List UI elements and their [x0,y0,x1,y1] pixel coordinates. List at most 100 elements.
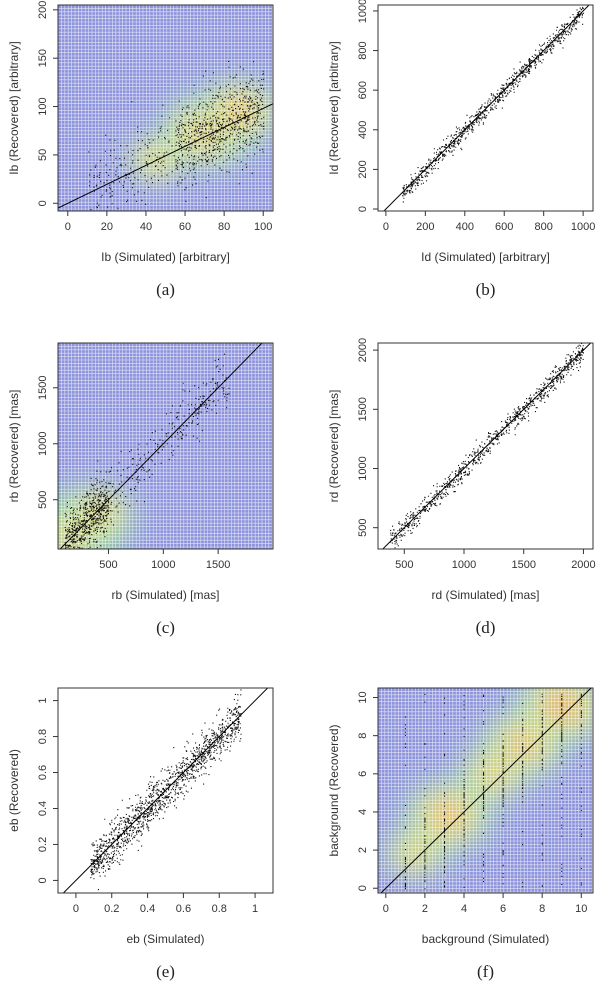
x-tick-label: 0.4 [140,903,155,915]
x-tick-label: 200 [416,221,434,233]
data-points [88,60,265,211]
x-tick-label: 4 [461,903,467,915]
panel-a: 0 20 40 60 80 100 0 50 100 150 200 Ib (Simulated) [… [7,1,274,299]
y-axis-title: rb (Recovered) [mas] [7,390,21,503]
panel-b: 0 200 400 600 800 1000 0 200 400 600 800 1000 Id (Si… [327,0,595,299]
y-axis-title: rd (Recovered) [mas] [327,390,341,503]
plot-area [62,688,269,893]
y-tick-label: 200 [37,1,49,19]
trend-line [59,343,263,549]
x-tick-label: 0.6 [176,903,191,915]
panel-e: 0 0.2 0.4 0.6 0.8 1 0 0.2 0.4 0.6 0.8 1 eb (Simulate… [7,687,274,981]
x-tick-label: 6 [500,903,506,915]
trend-line [62,688,269,893]
y-axis-title: Id (Recovered) [arbitrary] [327,41,341,174]
y-tick-label: 100 [37,97,49,115]
data-points [402,6,584,203]
plot-area [378,688,593,893]
y-tick-label: 2000 [357,338,369,362]
y-tick-label: 50 [37,149,49,161]
panel-d: 500 1000 1500 2000 500 1000 1500 2000 rd (Simula… [327,338,596,637]
panel-caption: (a) [156,280,175,299]
plot-frame [57,687,274,894]
x-tick-label: 2 [422,903,428,915]
y-tick-label: 1000 [37,432,49,456]
y-tick-label: 4 [357,809,369,815]
x-tick-label: 0 [383,221,389,233]
plot-area [383,5,590,211]
y-axis-title: eb (Recovered) [7,749,21,832]
y-tick-label: 10 [357,691,369,703]
y-tick-label: 0.4 [37,801,49,816]
y-tick-label: 0 [357,885,369,891]
x-tick-label: 1000 [452,559,476,571]
x-tick-label: 0 [65,221,71,233]
x-tick-label: 0 [383,903,389,915]
x-axis-title: Id (Simulated) [arbitrary] [421,250,550,264]
x-tick-label: 2000 [571,559,595,571]
trend-line [58,103,273,209]
y-tick-label: 6 [357,771,369,777]
x-axis-title: rb (Simulated) [mas] [111,588,219,602]
x-tick-label: 0.2 [104,903,119,915]
plot-frame [377,687,594,894]
plot-frame [377,342,594,550]
y-axis-title: Ib (Recovered) [arbitrary] [7,41,21,174]
y-tick-label: 1 [37,698,49,704]
panel-caption: (c) [156,618,175,637]
y-tick-label: 400 [357,121,369,139]
plot-area [58,343,273,549]
y-tick-label: 1000 [357,456,369,480]
trend-line [383,5,590,211]
panel-caption: (b) [476,280,496,299]
y-tick-label: 0 [37,200,49,206]
x-tick-label: 1500 [511,559,535,571]
y-tick-label: 500 [37,491,49,509]
y-tick-label: 150 [37,49,49,67]
x-tick-label: 0 [73,903,79,915]
x-axis-title: rd (Simulated) [mas] [431,588,539,602]
x-tick-label: 500 [395,559,413,571]
y-tick-label: 200 [357,160,369,178]
x-axis-title: eb (Simulated) [126,932,204,946]
density-core [507,733,538,757]
y-tick-label: 0.6 [37,765,49,780]
y-tick-label: 600 [357,81,369,99]
y-tick-label: 0 [37,877,49,883]
y-tick-label: 800 [357,41,369,59]
x-tick-label: 600 [495,221,513,233]
panel-caption: (d) [476,618,496,637]
panel-c: 500 1000 1500 500 1000 1500 rb (Simulated) [ma… [7,342,274,637]
x-tick-label: 100 [254,221,272,233]
y-tick-label: 0.8 [37,729,49,744]
y-tick-label: 0 [357,206,369,212]
x-tick-label: 10 [575,903,587,915]
x-tick-label: 8 [539,903,545,915]
y-tick-label: 8 [357,733,369,739]
x-tick-label: 80 [218,221,230,233]
y-tick-label: 500 [357,519,369,537]
y-tick-label: 1500 [37,376,49,400]
x-tick-label: 1500 [206,559,230,571]
overlay-grid [58,343,273,549]
x-axis-title: background (Simulated) [422,932,549,946]
plot-frame [57,4,274,212]
plot-frame [57,342,274,550]
panel-caption: (f) [477,962,494,981]
y-tick-label: 1500 [357,397,369,421]
x-tick-label: 40 [140,221,152,233]
y-tick-label: 2 [357,847,369,853]
y-axis-title: background (Recovered) [327,724,341,856]
panel-f: 0 2 4 6 8 10 0 2 4 6 8 10 background (Simulated) back… [327,687,594,981]
x-tick-label: 60 [179,221,191,233]
overlay-grid [378,688,593,893]
x-tick-label: 1000 [151,559,175,571]
x-tick-label: 1 [252,903,258,915]
x-tick-label: 500 [99,559,117,571]
x-tick-label: 800 [535,221,553,233]
plot-frame [377,4,594,212]
x-axis-title: Ib (Simulated) [arbitrary] [101,250,230,264]
trend-line [382,343,592,549]
plot-area [382,343,592,549]
